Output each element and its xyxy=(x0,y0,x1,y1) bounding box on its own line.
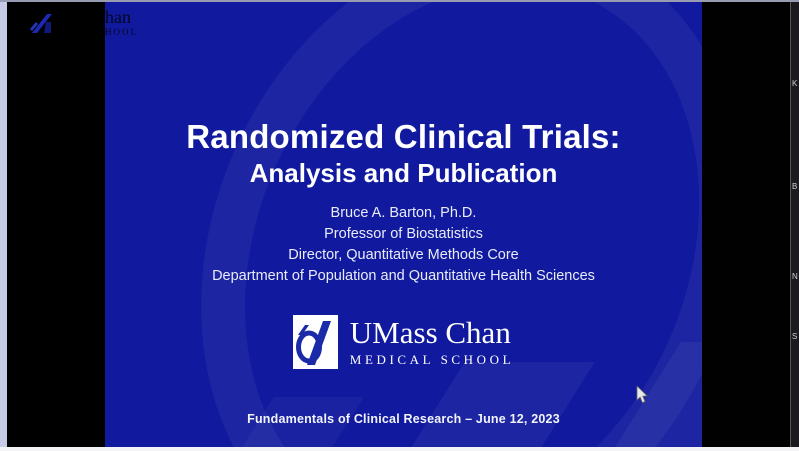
logo-subtitle-text: MEDICAL SCHOOL xyxy=(349,351,515,367)
letterbox-right xyxy=(702,0,790,447)
logo-name-text: UMass Chan xyxy=(349,314,511,350)
watermark-text-fragment: HOOL xyxy=(105,27,138,37)
author-department: Department of Population and Quantitativ… xyxy=(212,268,595,284)
author-name: Bruce A. Barton, Ph.D. xyxy=(330,205,477,221)
slide-title: Randomized Clinical Trials: xyxy=(186,118,621,155)
author-role: Professor of Biostatistics xyxy=(324,226,483,242)
panel-item-label: B xyxy=(792,182,798,191)
bottom-window-edge xyxy=(0,447,799,451)
panel-item-label: N xyxy=(792,272,798,281)
top-window-border xyxy=(0,0,799,2)
side-panel-edge[interactable]: K B N S xyxy=(790,2,799,447)
clipped-logo-watermark: han HOOL xyxy=(105,8,138,37)
author-block: Bruce A. Barton, Ph.D. Professor of Bios… xyxy=(105,203,702,287)
mouse-cursor xyxy=(636,386,648,404)
letterbox-left xyxy=(7,0,105,447)
presentation-slide: han HOOL Randomized Clinical Trials: Ana… xyxy=(105,2,702,447)
author-role: Director, Quantitative Methods Core xyxy=(288,247,519,263)
slide-subtitle: Analysis and Publication xyxy=(249,158,558,188)
umass-chan-logo: UMass Chan MEDICAL SCHOOL xyxy=(105,315,702,369)
logo-wordmark: UMass Chan MEDICAL SCHOOL xyxy=(349,314,515,368)
umass-logo-mark-icon xyxy=(30,14,52,33)
left-window-edge xyxy=(0,0,7,447)
slide-footer: Fundamentals of Clinical Research – June… xyxy=(247,412,560,426)
watermark-text-fragment: han xyxy=(105,7,131,27)
panel-item-label: K xyxy=(792,79,798,88)
panel-item-label: S xyxy=(792,332,798,341)
umass-chan-logo-icon xyxy=(292,315,338,369)
